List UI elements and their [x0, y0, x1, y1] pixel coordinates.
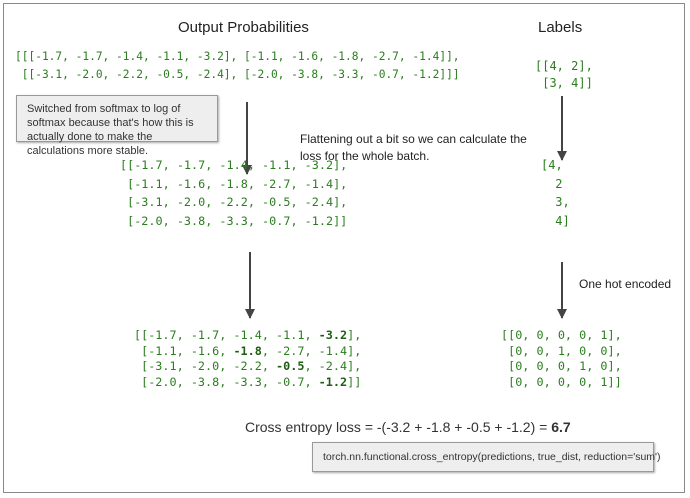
row-values: [-3.1, -2.0, -2.2, [134, 359, 277, 373]
selected-matrix: [[-1.7, -1.7, -1.4, -1.1, -3.2], [-1.1, … [134, 328, 361, 390]
labels-tensor: [[4, 2], [3, 4]] [535, 58, 593, 92]
matrix-row: [-3.1, -2.0, -2.2, -0.5, -2.4], [134, 359, 361, 375]
matrix-row: [[-1.7, -1.7, -1.4, -1.1, -3.2], [134, 328, 361, 344]
label-row: 4] [548, 213, 570, 228]
row-values: ], [347, 328, 362, 342]
row-values: [-1.1, -1.6, [134, 343, 234, 358]
matrix-row: [-1.1, -1.6, -1.8, -2.7, -1.4], [134, 344, 361, 360]
label-row: 3, [548, 195, 570, 209]
labels-title: Labels [538, 19, 583, 36]
output-tensor-line: [[-3.1, -2.0, -2.2, -0.5, -2.4], [-2.0, … [15, 68, 460, 81]
labels-tensor-line: [[4, 2], [535, 59, 593, 73]
row-values: [[-1.7, -1.7, -1.4, -1.1, [134, 328, 319, 342]
matrix-row: [-1.1, -1.6, -1.8, -2.7, -1.4], [120, 176, 348, 191]
output-tensor-line: [[[-1.7, -1.7, -1.4, -1.1, -3.2], [-1.1,… [15, 50, 460, 63]
label-row: [4, [541, 158, 563, 172]
one-hot-row: [0, 0, 0, 1, 0], [501, 359, 622, 373]
selected-value: -1.2 [318, 374, 348, 389]
one-hot-row: [0, 0, 1, 0, 0], [501, 343, 622, 358]
code-note: torch.nn.functional.cross_entropy(predic… [312, 442, 661, 472]
matrix-row: [-2.0, -3.8, -3.3, -0.7, -1.2]] [120, 213, 348, 228]
labels-tensor-line: [3, 4]] [535, 76, 593, 90]
loss-equation: Cross entropy loss = -(-3.2 + -1.8 + -0.… [245, 419, 571, 435]
selected-value: -1.8 [233, 343, 262, 358]
loss-expression: Cross entropy loss = -(-3.2 + -1.8 + -0.… [245, 419, 552, 435]
flat-matrix: [[-1.7, -1.7, -1.4, -1.1, -3.2], [-1.1, … [120, 156, 347, 230]
arrow-down-icon [558, 262, 566, 319]
flatten-note: Flattening out a bit so we can calculate… [300, 132, 527, 163]
row-values: ]] [347, 374, 362, 389]
one-hot-matrix: [[0, 0, 0, 0, 1], [0, 0, 1, 0, 0], [0, 0… [501, 328, 622, 390]
one-hot-row: [[0, 0, 0, 0, 1], [501, 328, 622, 342]
arrow-down-icon [246, 252, 254, 319]
matrix-row: [-3.1, -2.0, -2.2, -0.5, -2.4], [120, 195, 348, 209]
loss-result: 6.7 [551, 419, 571, 435]
one-hot-label: One hot encoded [579, 277, 672, 291]
label-row: 2 [548, 176, 563, 191]
diagram-frame [3, 3, 685, 493]
flat-labels: [4, 2 3, 4] [541, 156, 570, 230]
selected-value: -3.2 [318, 328, 348, 342]
row-values: [-2.0, -3.8, -3.3, -0.7, [134, 374, 319, 389]
one-hot-row: [0, 0, 0, 0, 1]] [501, 374, 622, 389]
output-tensor: [[[-1.7, -1.7, -1.4, -1.1, -3.2], [-1.1,… [15, 48, 460, 84]
arrow-down-icon [558, 96, 566, 161]
row-values: , -2.4], [304, 359, 362, 373]
arrow-down-icon [243, 102, 251, 175]
output-probabilities-title: Output Probabilities [178, 19, 309, 36]
softmax-note: Switched from softmax to log of softmax … [16, 95, 218, 157]
matrix-row: [[-1.7, -1.7, -1.4, -1.1, -3.2], [120, 158, 348, 172]
row-values: , -2.7, -1.4], [261, 343, 362, 358]
selected-value: -0.5 [276, 359, 305, 373]
matrix-row: [-2.0, -3.8, -3.3, -0.7, -1.2]] [134, 375, 361, 391]
